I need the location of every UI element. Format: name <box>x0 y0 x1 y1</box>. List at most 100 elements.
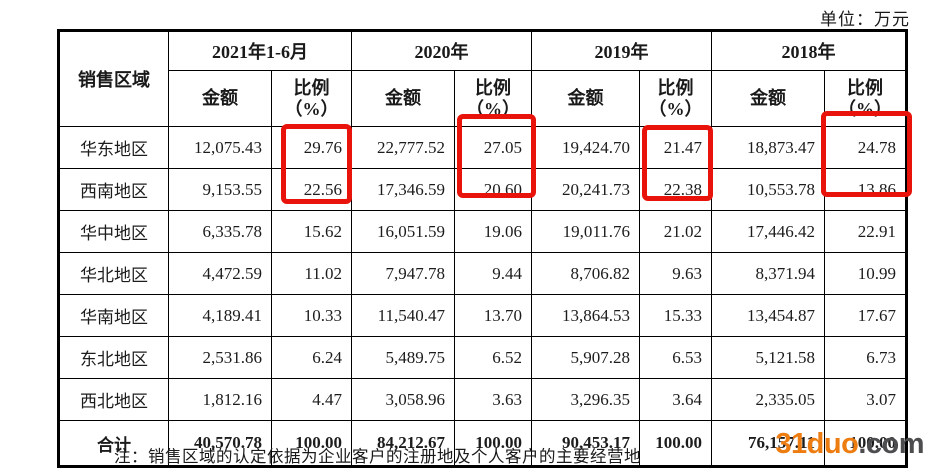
value-cell: 2,335.05 <box>711 378 825 421</box>
region-cell: 华中地区 <box>58 210 169 253</box>
value-cell: 22.56 <box>271 168 352 211</box>
table-row: 华东地区 12,075.43 29.76 22,777.52 27.05 19,424.7… <box>58 126 907 169</box>
value-cell: 17,446.42 <box>711 210 825 253</box>
ratio-header: 比例 （%） <box>639 70 712 127</box>
value-cell: 24.78 <box>824 126 907 169</box>
table-row: 合计 40,570.78 100.00 84,212.67 100.00 90,453.1… <box>58 420 907 467</box>
value-cell: 5,121.58 <box>711 336 825 379</box>
amount-header: 金额 <box>711 70 825 127</box>
value-cell: 11,540.47 <box>351 294 455 337</box>
table-row: 华南地区 4,189.41 10.33 11,540.47 13.70 13,864.53… <box>58 294 907 337</box>
value-cell: 15.62 <box>271 210 352 253</box>
value-cell: 18,873.47 <box>711 126 825 169</box>
value-cell: 12,075.43 <box>168 126 272 169</box>
region-header: 销售区域 <box>58 30 169 127</box>
amount-header: 金额 <box>531 70 640 127</box>
value-cell: 22.91 <box>824 210 907 253</box>
value-cell: 21.02 <box>639 210 712 253</box>
value-cell: 6.24 <box>271 336 352 379</box>
value-cell: 17.67 <box>824 294 907 337</box>
value-cell: 20,241.73 <box>531 168 640 211</box>
watermark-brand: 31duo <box>775 428 859 460</box>
region-cell: 西南地区 <box>58 168 169 211</box>
value-cell: 8,706.82 <box>531 252 640 295</box>
period-header-2019: 2019年 <box>531 30 712 71</box>
ratio-header: 比例 （%） <box>271 70 352 127</box>
value-cell: 6,335.78 <box>168 210 272 253</box>
value-cell: 11.02 <box>271 252 352 295</box>
value-cell: 16,051.59 <box>351 210 455 253</box>
table-row: 东北地区 2,531.86 6.24 5,489.75 6.52 5,907.28 6.53… <box>58 336 907 379</box>
value-cell: 22,777.52 <box>351 126 455 169</box>
value-cell: 19,011.76 <box>531 210 640 253</box>
ratio-header: 比例 （%） <box>454 70 532 127</box>
value-cell: 6.52 <box>454 336 532 379</box>
value-cell: 9,153.55 <box>168 168 272 211</box>
amount-header: 金额 <box>351 70 455 127</box>
value-cell: 19,424.70 <box>531 126 640 169</box>
value-cell: 13,864.53 <box>531 294 640 337</box>
value-cell: 13.86 <box>824 168 907 211</box>
year-header-row: 销售区域 2021年1-6月 2020年 2019年 2018年 <box>58 30 907 127</box>
table-row: 西北地区 1,812.16 4.47 3,058.96 3.63 3,296.35 3.64… <box>58 378 907 421</box>
watermark-suffix: .com <box>858 428 924 460</box>
value-cell: 29.76 <box>271 126 352 169</box>
region-cell: 合计 <box>58 420 169 467</box>
value-cell: 10.33 <box>271 294 352 337</box>
amount-header: 金额 <box>168 70 272 127</box>
value-cell: 10,553.78 <box>711 168 825 211</box>
period-header-2018: 2018年 <box>711 30 907 71</box>
table-body: 华东地区 12,075.43 29.76 22,777.52 27.05 19,424.7… <box>58 126 907 467</box>
value-cell: 3.64 <box>639 378 712 421</box>
value-cell: 15.33 <box>639 294 712 337</box>
table-row: 华中地区 6,335.78 15.62 16,051.59 19.06 19,011.76… <box>58 210 907 253</box>
value-cell: 19.06 <box>454 210 532 253</box>
value-cell: 6.73 <box>824 336 907 379</box>
value-cell: 6.53 <box>639 336 712 379</box>
value-cell: 76,157.11 <box>711 420 825 467</box>
table-row: 华北地区 4,472.59 11.02 7,947.78 9.44 8,706.82 9.6… <box>58 252 907 295</box>
period-header-2020: 2020年 <box>351 30 532 71</box>
value-cell: 10.99 <box>824 252 907 295</box>
value-cell: 2,531.86 <box>168 336 272 379</box>
value-cell: 3.63 <box>454 378 532 421</box>
value-cell: 84,212.67 <box>351 420 455 467</box>
region-cell: 西北地区 <box>58 378 169 421</box>
footnote: 注：销售区域的认定依据为企业客户的注册地及个人客户的主要经营地 <box>114 447 641 466</box>
value-cell: 5,907.28 <box>531 336 640 379</box>
region-cell: 华南地区 <box>58 294 169 337</box>
value-cell: 1,812.16 <box>168 378 272 421</box>
value-cell: 40,570.78 <box>168 420 272 467</box>
value-cell: 3,296.35 <box>531 378 640 421</box>
value-cell: 13.70 <box>454 294 532 337</box>
value-cell: 5,489.75 <box>351 336 455 379</box>
sales-region-table: 销售区域 2021年1-6月 2020年 2019年 2018年 金额 比例 （%）… <box>57 29 908 468</box>
value-cell: 20.60 <box>454 168 532 211</box>
watermark: 31duo.com <box>775 430 924 459</box>
region-cell: 华东地区 <box>58 126 169 169</box>
value-cell: 3,058.96 <box>351 378 455 421</box>
value-cell: 27.05 <box>454 126 532 169</box>
value-cell: 100.00 <box>824 420 907 467</box>
value-cell: 22.38 <box>639 168 712 211</box>
value-cell: 21.47 <box>639 126 712 169</box>
region-cell: 东北地区 <box>58 336 169 379</box>
value-cell: 9.63 <box>639 252 712 295</box>
sub-header-row: 金额 比例 （%） 金额 比例 （%） 金额 比例 （%） 金额 比例 （%） <box>59 70 907 127</box>
value-cell: 3.07 <box>824 378 907 421</box>
period-header-2021: 2021年1-6月 <box>168 30 352 71</box>
unit-label: 单位：万元 <box>820 10 910 29</box>
value-cell: 4.47 <box>271 378 352 421</box>
region-cell: 华北地区 <box>58 252 169 295</box>
ratio-header: 比例 （%） <box>824 70 907 127</box>
value-cell: 7,947.78 <box>351 252 455 295</box>
value-cell: 4,189.41 <box>168 294 272 337</box>
value-cell: 13,454.87 <box>711 294 825 337</box>
value-cell: 8,371.94 <box>711 252 825 295</box>
value-cell: 9.44 <box>454 252 532 295</box>
table-row: 西南地区 9,153.55 22.56 17,346.59 20.60 20,241.73… <box>58 168 907 211</box>
value-cell: 17,346.59 <box>351 168 455 211</box>
value-cell: 100.00 <box>639 420 712 467</box>
value-cell: 4,472.59 <box>168 252 272 295</box>
